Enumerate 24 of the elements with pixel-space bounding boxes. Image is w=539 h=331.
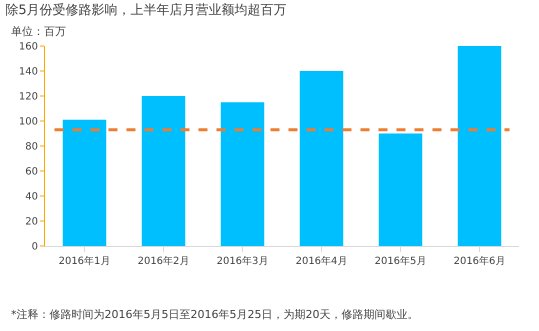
bar: [220, 102, 264, 246]
chart-title: 除5月份受修路影响，上半年店月营业额均超百万: [5, 2, 287, 18]
y-tick-label: 40: [25, 192, 38, 202]
y-tick-label: 60: [25, 166, 38, 178]
y-tick-label: 0: [32, 242, 38, 252]
bar: [378, 134, 422, 246]
y-tick-label: 100: [18, 116, 38, 128]
bar: [458, 46, 502, 246]
x-tick-label: 2016年5月: [374, 255, 426, 267]
bar: [142, 96, 186, 246]
y-tick-label: 160: [18, 42, 38, 52]
y-tick-label: 140: [18, 66, 38, 78]
x-tick-label: 2016年3月: [216, 255, 268, 267]
x-tick-label: 2016年2月: [138, 255, 190, 267]
y-tick-label: 80: [25, 142, 38, 152]
bar: [300, 71, 344, 246]
y-tick-label: 20: [25, 216, 38, 228]
text: *注释：修路时间为2016年5月5日至2016年5月25日，为期20天，修路期间歇业。: [11, 308, 418, 321]
y-tick-label: 120: [18, 92, 38, 102]
y-axis-title: 单位：百万: [11, 25, 66, 38]
x-tick-label: 2016年6月: [454, 255, 506, 267]
x-tick-label: 2016年1月: [58, 255, 110, 267]
bar: [62, 120, 106, 246]
x-tick-label: 2016年4月: [296, 255, 348, 267]
